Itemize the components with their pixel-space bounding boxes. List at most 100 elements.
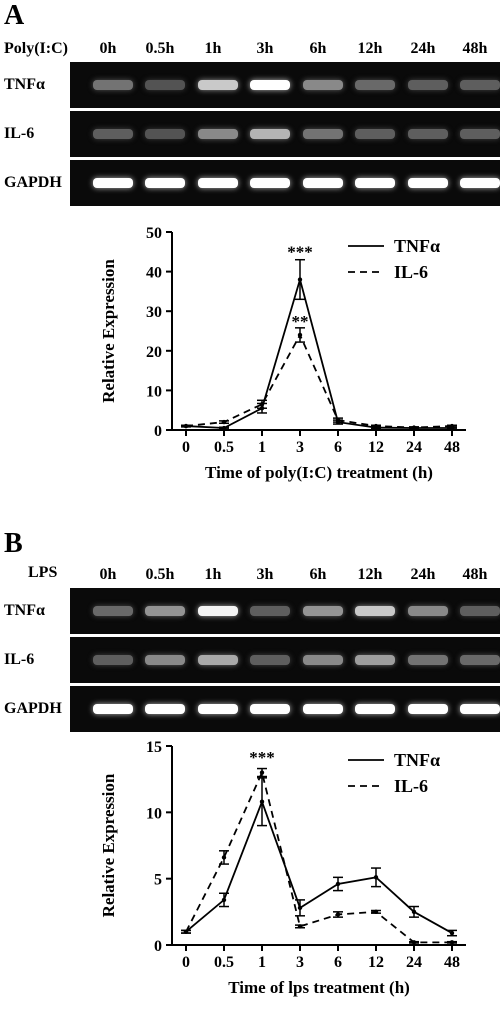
gel-band [408, 129, 448, 139]
significance-marker: *** [249, 748, 275, 767]
lane-label: 0.5h [145, 566, 175, 583]
lane-label: 48h [462, 566, 488, 583]
y-tick-label: 20 [146, 344, 162, 361]
significance-marker: *** [287, 243, 313, 262]
lane-label: 0.5h [145, 40, 175, 57]
data-point [449, 423, 455, 429]
data-point [183, 929, 189, 934]
gel-row-label: IL-6 [4, 651, 35, 668]
gel-row-label: TNFα [4, 76, 45, 93]
data-point [259, 799, 265, 804]
data-point [297, 905, 303, 911]
gel-band [250, 704, 290, 714]
x-tick-label: 0 [182, 439, 190, 456]
gel-band [303, 80, 343, 90]
legend-label: TNFα [394, 236, 440, 256]
data-point [373, 423, 379, 429]
gel-band [460, 178, 500, 188]
y-tick-label: 5 [154, 872, 162, 889]
lane-label: 12h [357, 566, 383, 583]
y-tick-label: 10 [146, 805, 162, 822]
gel-band [408, 704, 448, 714]
x-tick-label: 0 [182, 954, 190, 971]
gel-band [408, 80, 448, 90]
gel-strip [70, 160, 500, 206]
gel-band [408, 606, 448, 616]
gel-band [145, 129, 185, 139]
legend-label: TNFα [394, 750, 440, 770]
data-point [297, 924, 303, 929]
lane-label: 6h [309, 566, 327, 583]
x-tick-label: 0.5 [214, 439, 234, 456]
data-point [335, 881, 341, 887]
data-point [259, 770, 265, 775]
lane-label: 1h [204, 40, 222, 57]
data-point [221, 855, 227, 860]
y-tick-label: 15 [146, 739, 162, 756]
gel-band [198, 704, 238, 714]
lane-label: 0h [99, 40, 117, 57]
gel-band [250, 606, 290, 616]
data-point [183, 423, 189, 429]
data-point [297, 277, 303, 282]
treatment-label-b: LPS [28, 564, 58, 581]
legend-label: IL-6 [394, 262, 428, 282]
series-line-il6 [185, 332, 453, 429]
gel-band [355, 606, 395, 616]
line-chart-b: 0 5 10 15 0 0.5 1 3 6 12 24 48 Time of lps treatment… [99, 739, 466, 997]
gel-band [303, 606, 343, 616]
gel-band [93, 704, 133, 714]
y-tick-label: 10 [146, 383, 162, 400]
y-axis-label: Relative Expression [99, 259, 118, 403]
data-point [297, 332, 303, 338]
treatment-label-a: Poly(I:C) [4, 40, 68, 57]
gel-band [198, 129, 238, 139]
gel-band [93, 178, 133, 188]
data-point [373, 875, 379, 880]
panel-letter-a: A [4, 0, 25, 31]
gel-band [355, 129, 395, 139]
data-point [221, 425, 227, 431]
gel-band [460, 80, 500, 90]
y-tick-label: 0 [154, 423, 162, 440]
gel-band [303, 704, 343, 714]
x-tick-label: 12 [368, 954, 384, 971]
gel-strip [70, 62, 500, 108]
data-point [259, 402, 265, 407]
x-tick-label: 6 [334, 439, 342, 456]
gel-band [93, 80, 133, 90]
x-tick-label: 48 [444, 954, 460, 971]
significance-marker: ** [292, 312, 309, 331]
x-tick-label: 24 [406, 954, 422, 971]
gel-strip [70, 637, 500, 683]
lane-label: 6h [309, 40, 327, 57]
gel-band [408, 655, 448, 665]
series-line-tnf [185, 276, 452, 429]
x-tick-label: 12 [368, 439, 384, 456]
x-tick-label: 6 [334, 954, 342, 971]
gel-strip [70, 588, 500, 634]
gel-row-label: TNFα [4, 602, 45, 619]
data-point [221, 419, 227, 425]
gel-band [303, 655, 343, 665]
data-point [411, 425, 417, 430]
series-line-tnf [185, 799, 453, 934]
gel-band [460, 129, 500, 139]
gel-band [198, 606, 238, 616]
gel-band [250, 178, 290, 188]
gel-row-label: IL-6 [4, 125, 35, 142]
gel-band [303, 129, 343, 139]
data-point [335, 912, 341, 917]
gel-band [250, 655, 290, 665]
gel-band [460, 655, 500, 665]
x-tick-label: 3 [296, 439, 304, 456]
lane-label: 3h [256, 566, 274, 583]
gel-band [408, 178, 448, 188]
legend-label: IL-6 [394, 776, 428, 796]
gel-band [93, 606, 133, 616]
x-tick-label: 24 [406, 439, 422, 456]
x-tick-label: 48 [444, 439, 460, 456]
lane-label: 0h [99, 566, 117, 583]
x-tick-label: 1 [258, 954, 266, 971]
gel-band [250, 80, 290, 90]
